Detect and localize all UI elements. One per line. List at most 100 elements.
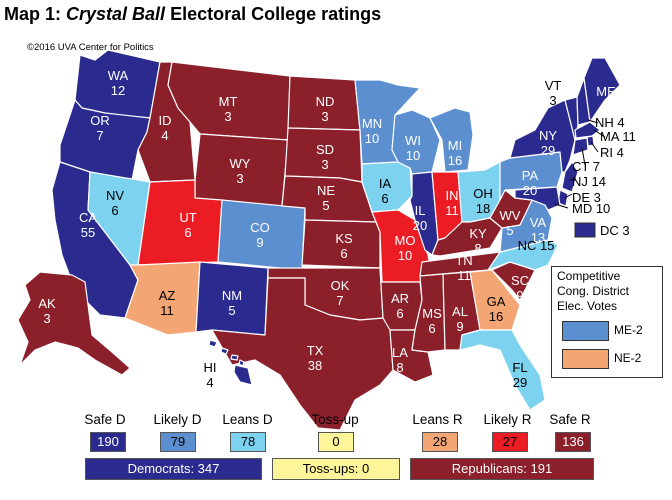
state-ev-in: 11 bbox=[445, 203, 459, 218]
state-ev-or: 7 bbox=[96, 128, 103, 143]
state-label-or: OR bbox=[90, 113, 110, 128]
district-chip-me2 bbox=[562, 321, 609, 341]
district-legend-title: Competitive Cong. District Elec. Votes bbox=[557, 269, 630, 313]
state-NJ[interactable] bbox=[561, 161, 579, 193]
state-label-wy: WY bbox=[230, 156, 251, 171]
state-ev-ky: 8 bbox=[474, 241, 481, 256]
state-label-mo: MO bbox=[395, 233, 416, 248]
rating-value-leans-d: 78 bbox=[230, 432, 266, 452]
state-KY[interactable] bbox=[431, 217, 503, 257]
state-label-ca: CA bbox=[79, 210, 97, 225]
state-label-de: DE 3 bbox=[572, 190, 601, 205]
rating-label-leans-d: Leans D bbox=[222, 412, 273, 427]
state-MD[interactable] bbox=[514, 186, 561, 211]
dc-swatch bbox=[574, 222, 596, 238]
state-ev-la: 8 bbox=[396, 360, 403, 375]
state-ev-nm: 5 bbox=[228, 303, 235, 318]
state-ev-wy: 3 bbox=[236, 171, 243, 186]
state-label-ga: GA bbox=[487, 294, 506, 309]
state-MA[interactable] bbox=[574, 121, 601, 139]
state-KS[interactable] bbox=[301, 219, 381, 269]
state-ev-tn: 11 bbox=[457, 268, 471, 283]
total-democrats: Democrats: 347 bbox=[85, 458, 262, 480]
state-ev-co: 9 bbox=[256, 235, 263, 250]
state-label-ut: UT bbox=[179, 210, 196, 225]
rating-label-safe-r: Safe R bbox=[549, 412, 591, 427]
state-ev-mt: 3 bbox=[224, 109, 231, 124]
state-label-ct: CT 7 bbox=[572, 159, 600, 174]
state-ev-ne: 5 bbox=[322, 198, 329, 213]
state-label-vt: VT bbox=[545, 78, 562, 93]
state-MI[interactable] bbox=[429, 107, 474, 173]
state-ev-vt: 3 bbox=[549, 93, 556, 108]
state-label-wi: WI bbox=[405, 133, 421, 148]
state-ev-nd: 3 bbox=[321, 109, 328, 124]
state-ev-ar: 6 bbox=[396, 306, 403, 321]
state-TX[interactable] bbox=[211, 277, 394, 431]
state-ev-mi: 16 bbox=[448, 153, 462, 168]
state-ev-az: 11 bbox=[160, 303, 174, 318]
state-label-ri: RI 4 bbox=[600, 145, 624, 160]
state-ev-sd: 3 bbox=[321, 157, 328, 172]
state-label-ar: AR bbox=[391, 291, 409, 306]
state-CT[interactable] bbox=[572, 137, 589, 156]
state-label-dc: DC 3 bbox=[600, 223, 630, 238]
state-label-nj: NJ 14 bbox=[572, 174, 606, 189]
state-label-ak: AK bbox=[38, 296, 56, 311]
state-label-ky: KY bbox=[469, 226, 487, 241]
district-chip-ne2 bbox=[562, 349, 609, 369]
state-HI[interactable] bbox=[208, 339, 253, 386]
state-NC[interactable] bbox=[487, 239, 559, 271]
copyright-notice: ©2016 UVA Center for Politics bbox=[27, 42, 154, 53]
state-ev-ut: 6 bbox=[184, 225, 191, 240]
state-label-sc: SC bbox=[511, 273, 529, 288]
state-ev-ak: 3 bbox=[43, 311, 50, 326]
state-label-ks: KS bbox=[335, 231, 353, 246]
state-label-mi: MI bbox=[448, 138, 462, 153]
state-ev-ga: 16 bbox=[489, 309, 503, 324]
state-label-hi: HI bbox=[204, 360, 217, 375]
state-label-nd: ND bbox=[316, 94, 335, 109]
map-title: Map 1: Crystal Ball Electoral College ra… bbox=[4, 4, 382, 24]
state-label-tn: TN bbox=[455, 253, 472, 268]
rating-value-leans-r: 28 bbox=[422, 432, 458, 452]
state-label-mt: MT bbox=[219, 94, 238, 109]
rating-label-safe-d: Safe D bbox=[84, 412, 126, 427]
state-ev-tx: 38 bbox=[308, 358, 322, 373]
state-label-co: CO bbox=[250, 220, 270, 235]
state-ev-fl: 29 bbox=[513, 375, 527, 390]
state-ev-mn: 10 bbox=[365, 131, 379, 146]
state-ev-ms: 6 bbox=[428, 321, 435, 336]
state-ev-sc: 9 bbox=[516, 288, 523, 303]
state-label-nh: NH 4 bbox=[595, 115, 625, 130]
state-label-in: IN bbox=[446, 188, 459, 203]
state-label-ia: IA bbox=[379, 176, 392, 191]
total-republicans: Republicans: 191 bbox=[410, 458, 594, 480]
state-label-ms: MS bbox=[422, 306, 442, 321]
state-label-md: MD 10 bbox=[572, 201, 610, 216]
state-label-ma: MA 11 bbox=[600, 129, 636, 144]
state-ev-ca: 55 bbox=[81, 225, 95, 240]
state-label-nc: NC 15 bbox=[518, 238, 555, 253]
state-label-il: IL bbox=[415, 203, 426, 218]
rating-value-likely-r: 27 bbox=[492, 432, 528, 452]
state-ev-va: 13 bbox=[531, 230, 545, 245]
district-label-ne2: NE-2 bbox=[614, 351, 642, 365]
rating-label-likely-r: Likely R bbox=[483, 412, 532, 427]
state-label-va: VA bbox=[530, 215, 547, 230]
state-ev-al: 9 bbox=[456, 319, 463, 334]
state-FL[interactable] bbox=[459, 329, 546, 411]
state-label-id: ID bbox=[159, 113, 172, 128]
state-label-nm: NM bbox=[222, 288, 242, 303]
state-ev-ok: 7 bbox=[336, 293, 343, 308]
state-ev-me: 4 bbox=[602, 99, 609, 114]
rating-label-leans-r: Leans R bbox=[412, 412, 463, 427]
state-ev-wv: 5 bbox=[506, 223, 513, 238]
state-label-sd: SD bbox=[316, 142, 334, 157]
state-ev-wi: 10 bbox=[406, 148, 420, 163]
rating-label-likely-d: Likely D bbox=[153, 412, 202, 427]
state-ev-wa: 12 bbox=[111, 83, 125, 98]
state-AK[interactable] bbox=[17, 271, 131, 376]
rating-value-tossup: 0 bbox=[318, 432, 354, 452]
district-label-me2: ME-2 bbox=[614, 323, 643, 337]
